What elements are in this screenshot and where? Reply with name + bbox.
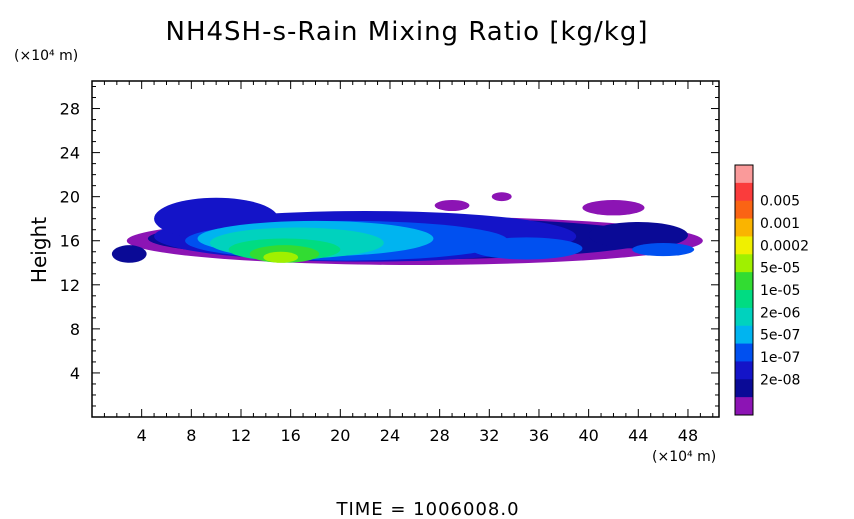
x-tick-label: 44 <box>628 426 648 445</box>
colorbar-segment <box>735 325 753 344</box>
plot-frame <box>91 80 720 418</box>
x-tick-label: 8 <box>186 426 196 445</box>
axis-ticks <box>92 81 719 417</box>
colorbar-segment <box>735 272 753 291</box>
colorbar-segment <box>735 254 753 273</box>
colorbar-segment <box>735 182 753 202</box>
y-tick-label: 28 <box>60 100 80 119</box>
y-axis-title: Height <box>27 217 51 283</box>
x-tick-label: 20 <box>330 426 350 445</box>
colorbar-labels: 0.005 0.001 0.0002 5e-05 1e-05 2e-06 5e-07 1e-0… <box>760 194 809 389</box>
colorbar-label: 0.001 <box>760 216 800 232</box>
colorbar-frame <box>734 164 754 416</box>
field-region <box>111 245 147 263</box>
field-region <box>491 192 512 202</box>
x-axis-unit: (×10⁴ m) <box>652 449 716 465</box>
colorbar-label: 1e-05 <box>760 283 800 299</box>
chart-title: NH4SH-s-Rain Mixing Ratio [kg/kg] <box>166 17 649 47</box>
field-region <box>632 242 695 257</box>
y-tick-label: 12 <box>60 276 80 295</box>
y-tick-label: 24 <box>60 144 80 163</box>
colorbar-segment <box>735 218 753 237</box>
colorbar-label: 1e-07 <box>760 350 800 366</box>
x-tick-label: 12 <box>231 426 251 445</box>
colorbar-segment <box>735 165 753 184</box>
x-tick-label: 48 <box>678 426 698 445</box>
y-tick-label: 8 <box>70 320 80 339</box>
x-tick-label: 16 <box>280 426 300 445</box>
y-tick-label: 16 <box>60 232 80 251</box>
x-tick-label: 24 <box>380 426 400 445</box>
colorbar-segment <box>735 236 753 255</box>
x-tick-label: 32 <box>479 426 499 445</box>
colorbar-segment <box>735 307 753 327</box>
colorbar-label: 0.005 <box>760 194 800 210</box>
colorbar-label: 0.0002 <box>760 238 809 254</box>
field-region <box>263 251 299 263</box>
colorbar-segment <box>735 397 753 416</box>
colorbar-segment <box>735 343 753 362</box>
field-region <box>588 222 688 249</box>
colorbar-segment <box>735 200 753 219</box>
field-region <box>582 199 645 216</box>
field-region <box>470 237 583 260</box>
colorbar-label: 2e-08 <box>760 372 800 388</box>
colorbar-label: 5e-05 <box>760 261 800 277</box>
x-tick-label: 36 <box>529 426 549 445</box>
time-label: TIME = 1006008.0 <box>335 499 519 519</box>
y-tick-labels: 4 8 12 16 20 24 28 <box>60 100 80 383</box>
x-tick-label: 40 <box>578 426 598 445</box>
field-region <box>434 199 470 211</box>
colorbar-segment <box>735 361 753 380</box>
colorbar-segment <box>735 379 753 398</box>
x-tick-label: 4 <box>137 426 147 445</box>
colorbar-label: 5e-07 <box>760 328 800 344</box>
x-tick-labels: 4 8 12 16 20 24 28 32 36 40 44 48 <box>137 426 699 445</box>
y-tick-label: 4 <box>70 364 80 383</box>
colorbar-label: 2e-06 <box>760 305 800 321</box>
colorbar-segment <box>735 290 753 309</box>
y-axis-unit: (×10⁴ m) <box>14 48 78 64</box>
mixing-ratio-field <box>111 192 703 265</box>
x-tick-label: 28 <box>429 426 449 445</box>
y-tick-label: 20 <box>60 188 80 207</box>
colorbar <box>734 164 754 416</box>
